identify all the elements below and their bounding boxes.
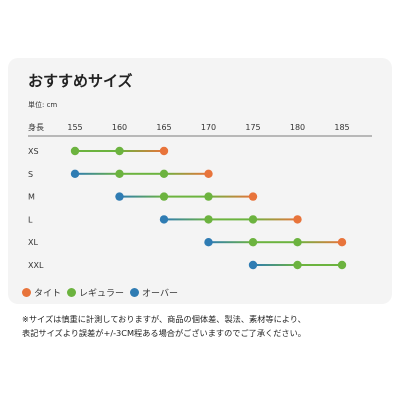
tick-label-180: 180 — [290, 123, 305, 132]
tick-label-170: 170 — [201, 123, 216, 132]
x-axis-label: 身長 — [28, 122, 44, 132]
segment-xs-1 — [119, 150, 164, 152]
point-xl-185 — [337, 238, 347, 247]
point-xs-165 — [159, 146, 169, 156]
legend-item-regular: レギュラー — [67, 286, 124, 299]
segment-l-0 — [164, 218, 209, 221]
size-label-xl: XL — [28, 238, 38, 247]
point-s-165 — [159, 169, 169, 178]
segment-s-0 — [75, 172, 120, 175]
segment-l-2 — [253, 218, 298, 221]
point-xs-155 — [70, 146, 80, 156]
segment-m-1 — [164, 195, 209, 198]
point-xs-160 — [115, 146, 124, 156]
legend-dot-tight — [22, 288, 31, 297]
point-l-175 — [248, 215, 258, 224]
point-m-170 — [204, 192, 213, 201]
segment-m-2 — [208, 195, 253, 198]
legend-dot-over — [130, 288, 140, 297]
tick-label-165: 165 — [156, 123, 171, 132]
size-label-s: S — [28, 170, 33, 179]
segment-xl-0 — [208, 241, 253, 244]
point-xl-175 — [248, 238, 258, 247]
tick-label-175: 175 — [245, 123, 260, 132]
legend-item-tight: タイト — [22, 286, 61, 299]
point-s-160 — [115, 169, 124, 178]
chart-card — [8, 58, 392, 304]
size-label-xs: XS — [28, 147, 39, 156]
segment-xxl-0 — [253, 264, 298, 266]
tick-label-155: 155 — [67, 123, 82, 132]
segment-xl-2 — [297, 241, 342, 244]
point-l-180 — [293, 215, 302, 224]
disclaimer-note: ※サイズは慎重に計測しておりますが、商品の個体差、製法、素材等により、 表記サイ… — [22, 312, 392, 340]
chart-title: おすすめサイズ — [28, 72, 133, 90]
point-xxl-175 — [248, 260, 258, 270]
segment-xxl-1 — [297, 264, 342, 266]
segment-xs-0 — [75, 150, 120, 152]
segment-s-2 — [164, 172, 209, 175]
point-xxl-185 — [337, 260, 347, 270]
legend-label-tight: タイト — [34, 289, 62, 299]
note-line-1: ※サイズは慎重に計測しておりますが、商品の個体差、製法、素材等により、 — [22, 314, 306, 324]
point-m-160 — [115, 192, 124, 201]
tick-label-160: 160 — [112, 123, 127, 132]
point-m-175 — [248, 192, 258, 201]
unit-label: 単位: cm — [28, 101, 58, 109]
segment-l-1 — [208, 218, 253, 221]
size-label-m: M — [28, 193, 35, 202]
note-line-2: 表記サイズより誤差が+/-3CM程ある場合がございますのでご了承ください。 — [22, 328, 306, 338]
legend-label-regular: レギュラー — [79, 289, 125, 299]
size-label-xxl: XXL — [28, 261, 44, 270]
legend-dot-regular — [67, 288, 77, 297]
legend-item-over: オーバー — [130, 286, 178, 299]
point-l-170 — [204, 215, 213, 224]
segment-s-1 — [119, 172, 164, 175]
tick-label-185: 185 — [334, 123, 349, 132]
segment-xl-1 — [253, 241, 298, 244]
point-xl-180 — [293, 238, 302, 247]
point-xl-170 — [204, 238, 213, 247]
segment-m-0 — [119, 195, 164, 198]
point-s-155 — [70, 169, 80, 178]
legend: タイト レギュラー オーバー — [22, 286, 184, 299]
point-xxl-180 — [293, 260, 302, 270]
legend-label-over: オーバー — [142, 289, 178, 299]
point-l-165 — [159, 215, 169, 224]
point-s-170 — [204, 169, 213, 178]
point-m-165 — [159, 192, 169, 201]
size-label-l: L — [28, 215, 33, 224]
